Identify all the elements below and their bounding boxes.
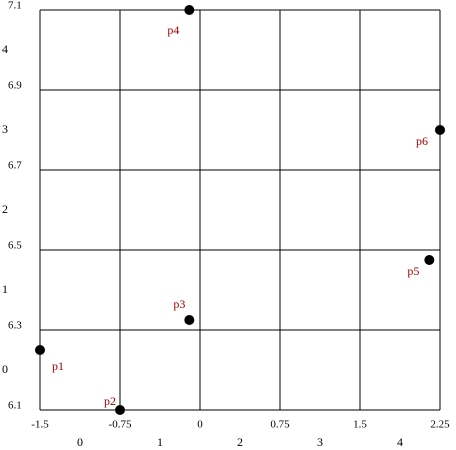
point xyxy=(184,5,195,15)
y-tick-label: 6.7 xyxy=(8,160,22,172)
y-tick-label: 7.1 xyxy=(8,0,22,12)
y-tick-label: 6.5 xyxy=(8,240,22,252)
x-tick-label: -0.75 xyxy=(109,419,132,431)
point xyxy=(115,405,125,415)
column-label: 3 xyxy=(317,435,323,449)
point-label: p5 xyxy=(407,264,419,278)
row-label: 1 xyxy=(2,282,8,296)
column-label: 4 xyxy=(397,435,403,449)
point-label: p6 xyxy=(416,134,428,148)
row-label: 2 xyxy=(2,202,8,216)
x-tick-label: 0.75 xyxy=(270,419,290,431)
y-tick-label: 6.3 xyxy=(8,320,22,332)
column-label: 2 xyxy=(237,435,243,449)
row-label: 3 xyxy=(2,122,8,136)
point xyxy=(424,255,435,265)
x-tick-label: 2.25 xyxy=(430,419,450,431)
y-tick-label: 6.1 xyxy=(8,400,22,412)
column-label: 1 xyxy=(157,435,163,449)
x-tick-label: 1.5 xyxy=(353,419,367,431)
point-label: p1 xyxy=(52,359,64,373)
column-label: 0 xyxy=(77,435,83,449)
row-label: 0 xyxy=(2,362,8,376)
point xyxy=(435,125,445,135)
x-tick-label: 0 xyxy=(197,419,203,431)
point-label: p4 xyxy=(167,23,179,37)
x-tick-label: -1.5 xyxy=(31,419,49,431)
point-label: p2 xyxy=(104,394,116,408)
y-tick-label: 6.9 xyxy=(8,80,22,92)
point xyxy=(35,345,45,355)
row-label: 4 xyxy=(2,42,8,56)
point xyxy=(184,315,195,325)
point-label: p3 xyxy=(173,297,185,311)
